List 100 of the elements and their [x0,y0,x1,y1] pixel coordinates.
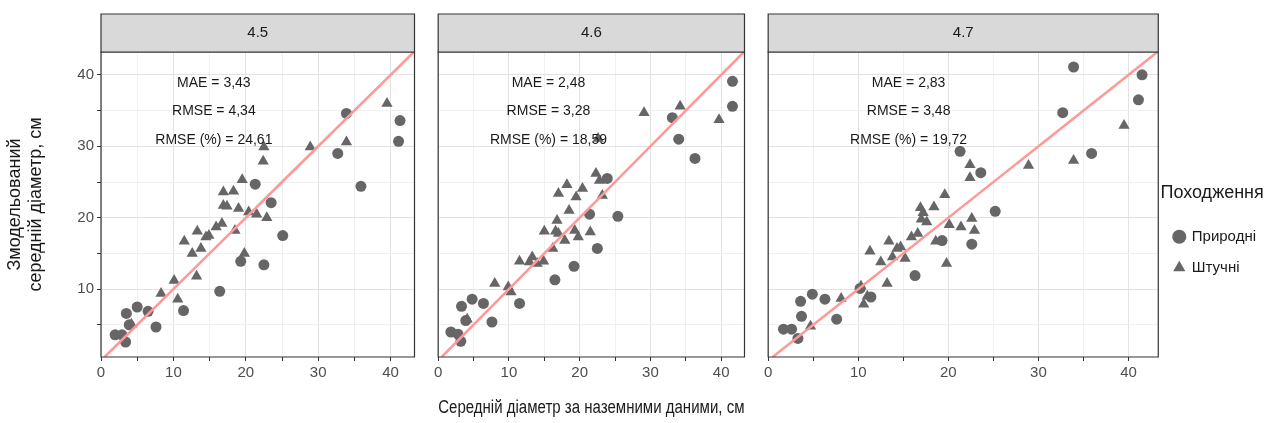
x-tick-label: 10 [500,363,518,381]
annotation: MAE = 2,48 [511,73,586,90]
point [551,214,563,224]
point [912,226,924,237]
x-tick-label: 0 [96,363,106,381]
y-tick-label: 10 [77,279,94,297]
point [236,173,248,184]
y-tick-label: 40 [77,65,94,82]
annotation: RMSE = 3,28 [506,102,591,119]
annotation: MAE = 3,43 [177,73,251,90]
point [238,246,250,257]
point [883,234,895,245]
x-tick-label: 30 [309,363,327,381]
point [713,113,725,124]
point [172,292,184,303]
annotation: RMSE = 4,34 [172,102,256,119]
annotation: RMSE = 3,48 [866,102,951,119]
point [513,254,526,265]
point [590,166,602,177]
point [131,301,143,313]
point [191,224,203,235]
point [150,321,162,333]
annotation: RMSE (%) = 18,59 [489,130,608,147]
x-tick-label: 40 [382,363,399,381]
y-axis-title: Змодельований середній діаметр, см [3,117,46,292]
legend-label: Штучні [1191,257,1240,275]
point [593,174,606,184]
point [726,100,738,112]
point [552,186,565,197]
x-tick-label: 10 [165,363,182,381]
point [796,310,808,322]
point [221,199,233,210]
point [460,315,472,327]
point [355,180,367,192]
point [1136,69,1148,81]
point [964,158,976,169]
point [456,300,468,312]
point [989,205,1001,217]
point [955,220,967,231]
point [393,135,405,147]
point [178,305,190,317]
chart-title: 4.7 [952,23,974,41]
point [940,256,953,267]
point [265,197,277,209]
x-tick-label: 30 [1030,363,1047,381]
point [1132,94,1144,106]
point [673,133,685,145]
point [249,178,261,190]
x-tick-label: 20 [237,363,255,381]
point [936,235,948,247]
point [964,171,976,181]
point [968,224,981,234]
point [332,147,344,159]
point [120,307,132,319]
legend-title: Походження [1160,181,1264,202]
point [227,184,240,195]
point [591,242,603,254]
point [214,285,226,297]
point [1086,147,1098,159]
point [232,201,245,212]
point [489,276,501,287]
point [477,297,489,309]
point [819,293,831,305]
annotation: RMSE (%) = 19,72 [850,130,968,147]
point [570,190,582,201]
point [1057,107,1069,119]
point [806,288,818,300]
point [258,259,270,271]
point [939,188,951,199]
legend-label: Природні [1191,226,1257,244]
point [466,293,478,305]
point [568,260,580,272]
point [943,218,955,229]
point [178,234,190,245]
point [340,135,353,146]
point [235,255,247,267]
chart-title: 4.6 [580,23,602,41]
point [881,276,893,287]
x-tick-label: 0 [434,363,443,381]
point [917,206,929,216]
point [909,270,921,282]
y-tick-label: 30 [77,136,94,154]
point [689,152,701,164]
point [921,215,933,226]
x-tick-label: 20 [571,363,589,381]
point [638,106,650,116]
point [549,274,561,286]
point [928,200,940,211]
point [561,178,573,189]
point [966,238,978,250]
point [795,295,807,307]
point [190,269,203,280]
point [864,244,876,255]
point [186,246,198,257]
point [875,255,887,266]
point [572,230,584,241]
point [563,204,575,214]
point [155,286,167,297]
y-tick-label: 20 [77,207,94,225]
point [674,99,686,110]
